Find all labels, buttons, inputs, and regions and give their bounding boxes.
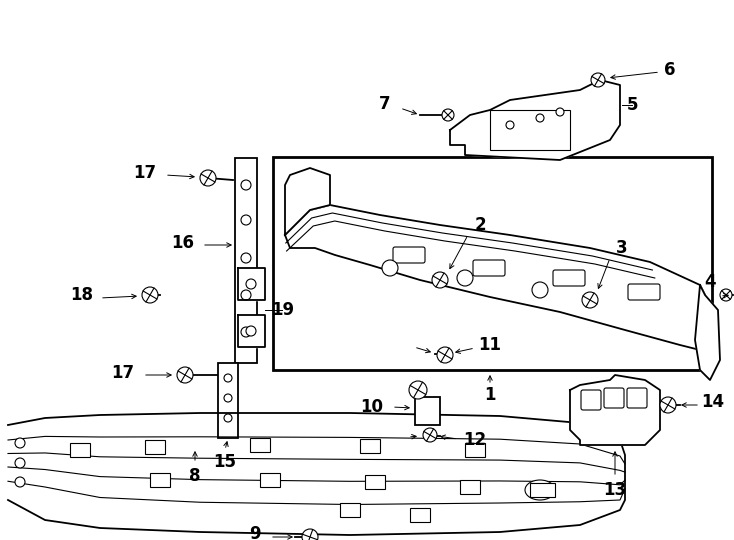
Text: 13: 13 — [603, 481, 627, 499]
Bar — [273, 157, 712, 370]
Circle shape — [457, 270, 473, 286]
Circle shape — [200, 170, 216, 186]
Bar — [460, 480, 480, 494]
Text: 10: 10 — [360, 398, 383, 416]
Bar — [260, 473, 280, 487]
Text: 17: 17 — [134, 164, 156, 182]
FancyBboxPatch shape — [627, 388, 647, 408]
Bar — [360, 439, 380, 453]
Text: 11: 11 — [479, 336, 501, 354]
Polygon shape — [238, 315, 265, 347]
Circle shape — [15, 477, 25, 487]
FancyBboxPatch shape — [473, 260, 505, 276]
Text: 5: 5 — [626, 96, 638, 114]
Circle shape — [409, 381, 427, 399]
Text: 6: 6 — [664, 61, 676, 79]
Circle shape — [442, 109, 454, 121]
Circle shape — [382, 260, 398, 276]
Circle shape — [15, 438, 25, 448]
Text: 1: 1 — [484, 386, 495, 404]
Ellipse shape — [525, 480, 555, 500]
Text: 2: 2 — [474, 216, 486, 234]
Text: 15: 15 — [214, 453, 236, 471]
Bar — [235, 158, 257, 363]
Circle shape — [591, 73, 605, 87]
Circle shape — [302, 529, 318, 540]
Circle shape — [177, 367, 193, 383]
Circle shape — [536, 114, 544, 122]
Circle shape — [246, 279, 256, 289]
Text: 14: 14 — [702, 393, 724, 411]
FancyBboxPatch shape — [604, 388, 624, 408]
Circle shape — [432, 272, 448, 288]
Polygon shape — [285, 205, 705, 350]
Polygon shape — [695, 285, 720, 380]
Bar — [465, 443, 485, 457]
FancyBboxPatch shape — [553, 270, 585, 286]
Circle shape — [224, 414, 232, 422]
Circle shape — [224, 394, 232, 402]
Circle shape — [582, 292, 598, 308]
Circle shape — [142, 287, 158, 303]
Text: 16: 16 — [172, 234, 195, 252]
Circle shape — [532, 282, 548, 298]
Bar — [340, 503, 360, 517]
Text: 7: 7 — [379, 95, 390, 113]
Text: 19: 19 — [272, 301, 294, 319]
Text: 18: 18 — [70, 286, 93, 304]
Text: 17: 17 — [112, 364, 134, 382]
Circle shape — [224, 374, 232, 382]
Polygon shape — [8, 413, 625, 535]
Bar — [490, 110, 570, 150]
Bar — [410, 508, 430, 522]
Circle shape — [246, 326, 256, 336]
Bar — [415, 397, 440, 425]
Text: 12: 12 — [463, 431, 487, 449]
Text: 3: 3 — [616, 239, 628, 257]
Text: 8: 8 — [189, 467, 201, 485]
Circle shape — [241, 180, 251, 190]
Circle shape — [241, 290, 251, 300]
Circle shape — [660, 397, 676, 413]
Bar — [150, 473, 170, 487]
Bar — [70, 443, 90, 457]
FancyBboxPatch shape — [628, 284, 660, 300]
Circle shape — [720, 289, 732, 301]
Bar — [365, 475, 385, 489]
Circle shape — [437, 347, 453, 363]
Polygon shape — [285, 168, 330, 235]
Circle shape — [506, 121, 514, 129]
Circle shape — [241, 327, 251, 337]
Bar — [250, 438, 270, 452]
Circle shape — [15, 458, 25, 468]
Circle shape — [423, 428, 437, 442]
Circle shape — [241, 253, 251, 263]
Polygon shape — [450, 80, 620, 160]
Bar — [530, 483, 555, 497]
Bar — [145, 440, 165, 454]
Text: 9: 9 — [249, 525, 261, 540]
FancyBboxPatch shape — [581, 390, 601, 410]
Bar — [218, 363, 238, 438]
FancyBboxPatch shape — [393, 247, 425, 263]
Polygon shape — [570, 375, 660, 445]
Text: 4: 4 — [704, 273, 716, 291]
Polygon shape — [238, 268, 265, 300]
Circle shape — [241, 215, 251, 225]
Circle shape — [556, 108, 564, 116]
